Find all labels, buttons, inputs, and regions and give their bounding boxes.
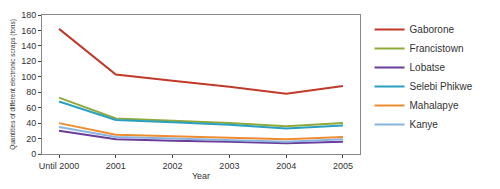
svg-text:2002: 2002 bbox=[163, 161, 183, 171]
svg-text:2003: 2003 bbox=[219, 161, 239, 171]
svg-text:Lobatse: Lobatse bbox=[410, 62, 446, 73]
svg-text:160: 160 bbox=[21, 26, 36, 36]
svg-text:180: 180 bbox=[21, 10, 36, 20]
svg-text:80: 80 bbox=[26, 87, 36, 97]
svg-text:2001: 2001 bbox=[106, 161, 126, 171]
svg-text:60: 60 bbox=[26, 103, 36, 113]
svg-text:2004: 2004 bbox=[276, 161, 296, 171]
svg-text:40: 40 bbox=[26, 118, 36, 128]
svg-text:Francistown: Francistown bbox=[410, 43, 464, 54]
svg-text:Quantities of different electr: Quantities of different electronic scrap… bbox=[9, 19, 17, 150]
svg-text:Mahalapye: Mahalapye bbox=[410, 100, 459, 111]
svg-text:Gaborone: Gaborone bbox=[410, 24, 455, 35]
svg-text:Kanye: Kanye bbox=[410, 119, 439, 130]
svg-text:140: 140 bbox=[21, 41, 36, 51]
svg-text:Selebi Phikwe: Selebi Phikwe bbox=[410, 81, 473, 92]
svg-text:20: 20 bbox=[26, 134, 36, 144]
svg-text:100: 100 bbox=[21, 72, 36, 82]
svg-text:0: 0 bbox=[31, 149, 36, 159]
svg-text:Until 2000: Until 2000 bbox=[39, 161, 80, 171]
svg-text:2005: 2005 bbox=[333, 161, 353, 171]
svg-text:120: 120 bbox=[21, 56, 36, 66]
svg-text:Year: Year bbox=[192, 171, 210, 181]
